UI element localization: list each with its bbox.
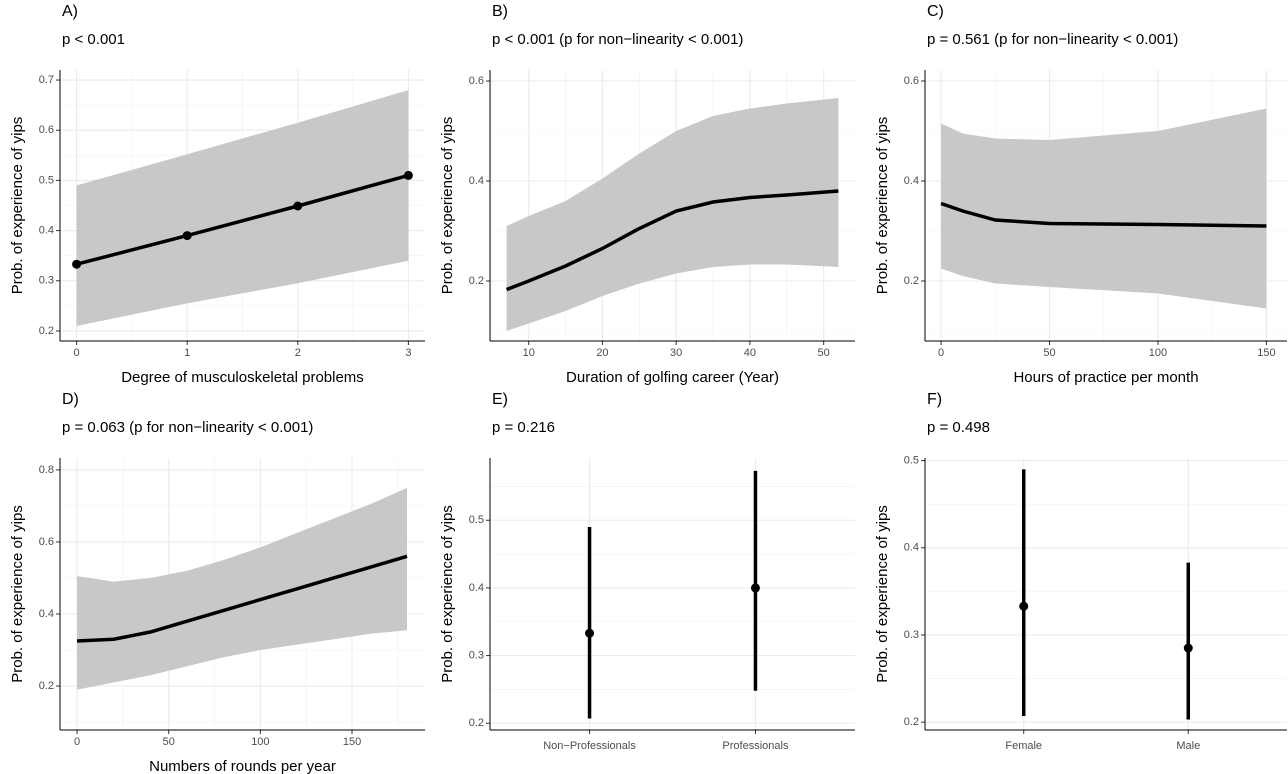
y-tick-label: 0.6 — [39, 536, 54, 548]
x-axis-title: Hours of practice per month — [1013, 369, 1198, 386]
y-tick-label: 0.7 — [39, 74, 54, 86]
y-tick-label: 0.3 — [469, 649, 484, 661]
y-axis-title: Prob. of experience of yips — [9, 117, 26, 295]
y-tick-label: 0.4 — [469, 175, 484, 187]
y-tick-label: 0.5 — [39, 174, 54, 186]
x-tick-label: Female — [1005, 740, 1042, 752]
panel-subtitle: p < 0.001 (p for non−linearity < 0.001) — [492, 31, 743, 48]
point — [1183, 643, 1193, 653]
y-tick-label: 0.2 — [904, 275, 919, 287]
y-axis-title: Prob. of experience of yips — [874, 117, 891, 295]
x-tick-label: 30 — [670, 347, 682, 359]
panel-tag: A) — [62, 3, 78, 20]
y-tick-label: 0.2 — [469, 275, 484, 287]
point — [72, 259, 82, 269]
fit-line — [76, 173, 409, 266]
fit-line — [505, 189, 839, 292]
x-tick-label: 2 — [295, 347, 301, 359]
y-tick-label: 0.2 — [39, 680, 54, 692]
panel-tag: C) — [927, 3, 944, 20]
x-tick-label: 0 — [74, 736, 80, 748]
x-tick-label: Male — [1176, 740, 1200, 752]
x-tick-label: 50 — [163, 736, 175, 748]
y-axis-title: Prob. of experience of yips — [439, 117, 456, 295]
point — [182, 231, 192, 241]
fit-line — [76, 554, 408, 643]
panel-subtitle: p = 0.216 — [492, 419, 555, 436]
confidence-band — [76, 90, 409, 326]
point — [585, 628, 595, 638]
point — [293, 201, 303, 211]
x-tick-label: 100 — [251, 736, 269, 748]
y-tick-label: 0.2 — [469, 717, 484, 729]
panel-subtitle: p = 0.561 (p for non−linearity < 0.001) — [927, 31, 1178, 48]
confidence-band — [941, 108, 1267, 309]
y-tick-label: 0.6 — [469, 75, 484, 87]
x-tick-label: 1 — [184, 347, 190, 359]
y-tick-label: 0.4 — [904, 175, 919, 187]
y-axis-title: Prob. of experience of yips — [9, 505, 26, 683]
y-tick-label: 0.3 — [39, 275, 54, 287]
panel-tag: E) — [492, 391, 508, 408]
x-tick-label: 3 — [405, 347, 411, 359]
y-tick-label: 0.3 — [904, 629, 919, 641]
y-tick-label: 0.5 — [469, 514, 484, 526]
x-axis-title: Numbers of rounds per year — [149, 758, 336, 774]
y-tick-label: 0.2 — [39, 325, 54, 337]
x-tick-label: 0 — [74, 347, 80, 359]
point — [750, 583, 760, 593]
x-tick-label: 50 — [818, 347, 830, 359]
x-axis-title: Degree of musculoskeletal problems — [121, 369, 364, 386]
x-tick-label: 40 — [744, 347, 756, 359]
y-tick-label: 0.4 — [39, 224, 54, 236]
panel-tag: F) — [927, 391, 942, 408]
x-axis-title: Duration of golfing career (Year) — [566, 369, 779, 386]
point — [403, 170, 413, 180]
panel-tag: B) — [492, 3, 508, 20]
confidence-band — [77, 487, 408, 690]
x-tick-label: 150 — [1257, 347, 1275, 359]
x-tick-label: 10 — [523, 347, 535, 359]
y-tick-label: 0.4 — [39, 608, 54, 620]
x-tick-label: 100 — [1149, 347, 1167, 359]
panel-subtitle: p = 0.063 (p for non−linearity < 0.001) — [62, 419, 313, 436]
x-tick-label: 0 — [938, 347, 944, 359]
x-tick-label: 20 — [596, 347, 608, 359]
panel-subtitle: p = 0.498 — [927, 419, 990, 436]
x-tick-label: 150 — [343, 736, 361, 748]
y-tick-label: 0.6 — [39, 124, 54, 136]
panel-tag: D) — [62, 391, 79, 408]
y-tick-label: 0.5 — [904, 455, 919, 467]
y-tick-label: 0.4 — [469, 582, 484, 594]
x-tick-label: Non−Professionals — [543, 740, 636, 752]
fit-line — [940, 201, 1267, 228]
y-tick-label: 0.4 — [904, 542, 919, 554]
y-tick-label: 0.6 — [904, 75, 919, 87]
y-axis-title: Prob. of experience of yips — [874, 505, 891, 683]
y-tick-label: 0.8 — [39, 464, 54, 476]
panel-subtitle: p < 0.001 — [62, 31, 125, 48]
y-axis-title: Prob. of experience of yips — [439, 505, 456, 683]
point — [1019, 601, 1029, 611]
y-tick-label: 0.2 — [904, 716, 919, 728]
x-tick-label: 50 — [1043, 347, 1055, 359]
x-tick-label: Professionals — [722, 740, 789, 752]
